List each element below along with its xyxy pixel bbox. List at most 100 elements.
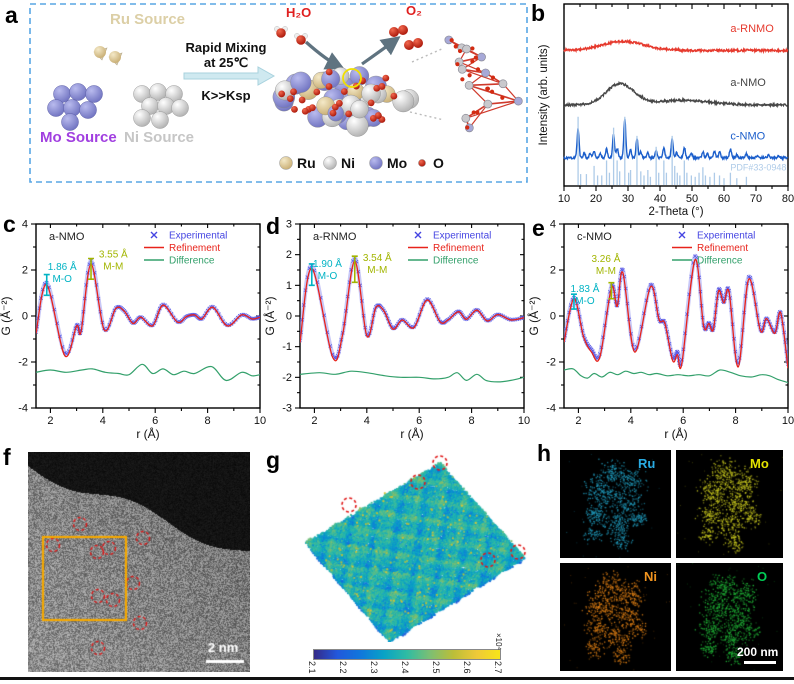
colorbar-tick: 2.4 xyxy=(400,661,410,674)
h2o-label: H₂O xyxy=(286,5,311,20)
annotation-text: M-O xyxy=(52,274,72,285)
panel-c-pdf-chart: 2 4 6 8 10 -4 -2 0 2 4 r (Å) G (Å⁻²) a-NMO 1.86 ÅM-O 3… xyxy=(0,219,266,442)
svg-text:-2: -2 xyxy=(546,357,556,369)
svg-text:6: 6 xyxy=(680,415,686,427)
svg-text:0: 0 xyxy=(22,311,28,323)
legend-item-Experimental: Experimental xyxy=(433,231,491,242)
pdf-title: a-RNMO xyxy=(313,231,357,243)
xrd-xtick: 70 xyxy=(750,193,762,205)
panel-label-h: h xyxy=(537,440,552,466)
panel-h-map-Ru xyxy=(560,450,671,558)
panel-label-c: c xyxy=(3,211,16,237)
legend-item-Experimental: Experimental xyxy=(169,231,227,242)
svg-text:8: 8 xyxy=(205,415,211,427)
xrd-series-label-a-NMO: a-NMO xyxy=(730,77,766,89)
xrd-ylabel: Intensity (arb. units) xyxy=(538,44,550,145)
legend-label-Ni: Ni xyxy=(341,155,355,171)
svg-text:10: 10 xyxy=(782,415,794,427)
panel-b-xrd-chart: 10 20 30 40 50 60 70 80 2-Theta (°) Intensity (ar… xyxy=(538,3,794,218)
legend-item-Refinement: Refinement xyxy=(169,243,220,254)
annotation-marker xyxy=(88,257,95,280)
colorbar-tick: 2.6 xyxy=(462,661,472,674)
svg-text:-1: -1 xyxy=(282,341,292,353)
svg-text:2: 2 xyxy=(22,265,28,277)
svg-text:2: 2 xyxy=(47,415,53,427)
annotation-text: M-M xyxy=(367,265,387,276)
legend-item-Experimental: Experimental xyxy=(697,231,755,242)
ru-source-label: Ru Source xyxy=(110,11,185,28)
svg-text:-4: -4 xyxy=(546,403,556,415)
difference-curve xyxy=(300,370,524,383)
pdf-title: c-NMO xyxy=(577,231,612,243)
svg-text:4: 4 xyxy=(364,415,370,427)
refinement-curve xyxy=(36,263,260,358)
xrd-series-label-PDF#33-0948: PDF#33-0948 xyxy=(730,163,786,173)
legend-item-Difference: Difference xyxy=(169,256,215,267)
map-label-Mo: Mo xyxy=(750,456,769,471)
rapid-mixing-text: Rapid Mixing xyxy=(186,40,267,55)
svg-text:0: 0 xyxy=(550,311,556,323)
panel-a-scheme: Ru Source Mo Source Ni Source Rapid Mixinga… xyxy=(29,3,528,183)
legend-label-Ru: Ru xyxy=(297,155,316,171)
svg-text:10: 10 xyxy=(518,415,530,427)
xrd-curve-a-NMO xyxy=(563,80,789,109)
svg-text:6: 6 xyxy=(152,415,158,427)
annotation-text: 1.86 Å xyxy=(48,260,77,273)
annotation-marker xyxy=(608,281,615,300)
legend-sphere-Ru xyxy=(279,156,293,170)
annotation-text: 3.55 Å xyxy=(99,247,128,260)
panel-g-surface-plot xyxy=(277,442,535,642)
panel-a-dashed-border xyxy=(29,3,528,183)
ksp-text: K>>Ksp xyxy=(201,88,250,103)
scalebar-text-200nm: 200 nm xyxy=(737,645,779,659)
xrd-series-label-a-RNMO: a-RNMO xyxy=(730,23,774,35)
svg-text:-3: -3 xyxy=(282,403,292,415)
xrd-curve-c-NMO xyxy=(563,118,789,162)
legend-label-O: O xyxy=(433,155,444,171)
xrd-xtick: 50 xyxy=(686,193,698,205)
svg-text:2: 2 xyxy=(575,415,581,427)
arrow-in xyxy=(304,40,345,70)
colorbar-tick: 2.2 xyxy=(338,661,348,674)
map-label-Ni: Ni xyxy=(644,569,657,584)
annotation-marker xyxy=(351,255,358,284)
pdf-ylabel: G (Å⁻²) xyxy=(526,297,541,336)
svg-text:2: 2 xyxy=(311,415,317,427)
annotation-text: M-O xyxy=(318,271,338,282)
legend-item-Refinement: Refinement xyxy=(697,243,748,254)
svg-text:8: 8 xyxy=(733,415,739,427)
legend-item-Difference: Difference xyxy=(433,256,479,267)
annotation-text: 1.90 Å xyxy=(313,257,342,270)
panel-d-pdf-chart: 2 4 6 8 10 -3 -2 -1 0 1 2 3 r (Å) G (Å⁻²) a-RNMO 1.90 Å… xyxy=(262,219,530,442)
map-label-Ru: Ru xyxy=(638,456,656,471)
panel-h-map-Mo xyxy=(676,450,783,558)
o2-label: O₂ xyxy=(406,3,422,18)
colorbar-tick: 2.1 xyxy=(307,661,317,674)
panel-h-map-Ni xyxy=(560,563,671,671)
ni-source-label: Ni Source xyxy=(124,129,194,146)
legend-sphere-O xyxy=(418,159,426,167)
xrd-curve-a-RNMO xyxy=(563,38,789,55)
panel-f-stem-image xyxy=(28,452,250,672)
annotation-marker xyxy=(43,273,50,297)
annotation-text: 1.83 Å xyxy=(570,282,599,295)
colorbar-exponent: ×10⁴ xyxy=(494,633,503,651)
mo-source-label: Mo Source xyxy=(40,129,117,146)
xrd-xtick: 20 xyxy=(590,193,602,205)
difference-curve xyxy=(564,368,788,384)
xrd-xtick: 30 xyxy=(622,193,634,205)
highlight-circle xyxy=(342,68,362,88)
svg-text:0: 0 xyxy=(286,311,292,323)
annotation-marker xyxy=(570,293,577,310)
annotation-text: 3.26 Å xyxy=(591,252,620,265)
panel-label-e: e xyxy=(532,215,545,241)
mixing-arrow xyxy=(183,66,276,86)
legend-sphere-Ni xyxy=(323,156,337,170)
refinement-curve xyxy=(300,260,524,362)
figure-bottom-rule xyxy=(0,677,794,680)
pdf-title: a-NMO xyxy=(49,231,85,243)
legend-label-Mo: Mo xyxy=(387,155,407,171)
svg-text:3: 3 xyxy=(286,219,292,231)
refinement-curve xyxy=(564,259,788,370)
